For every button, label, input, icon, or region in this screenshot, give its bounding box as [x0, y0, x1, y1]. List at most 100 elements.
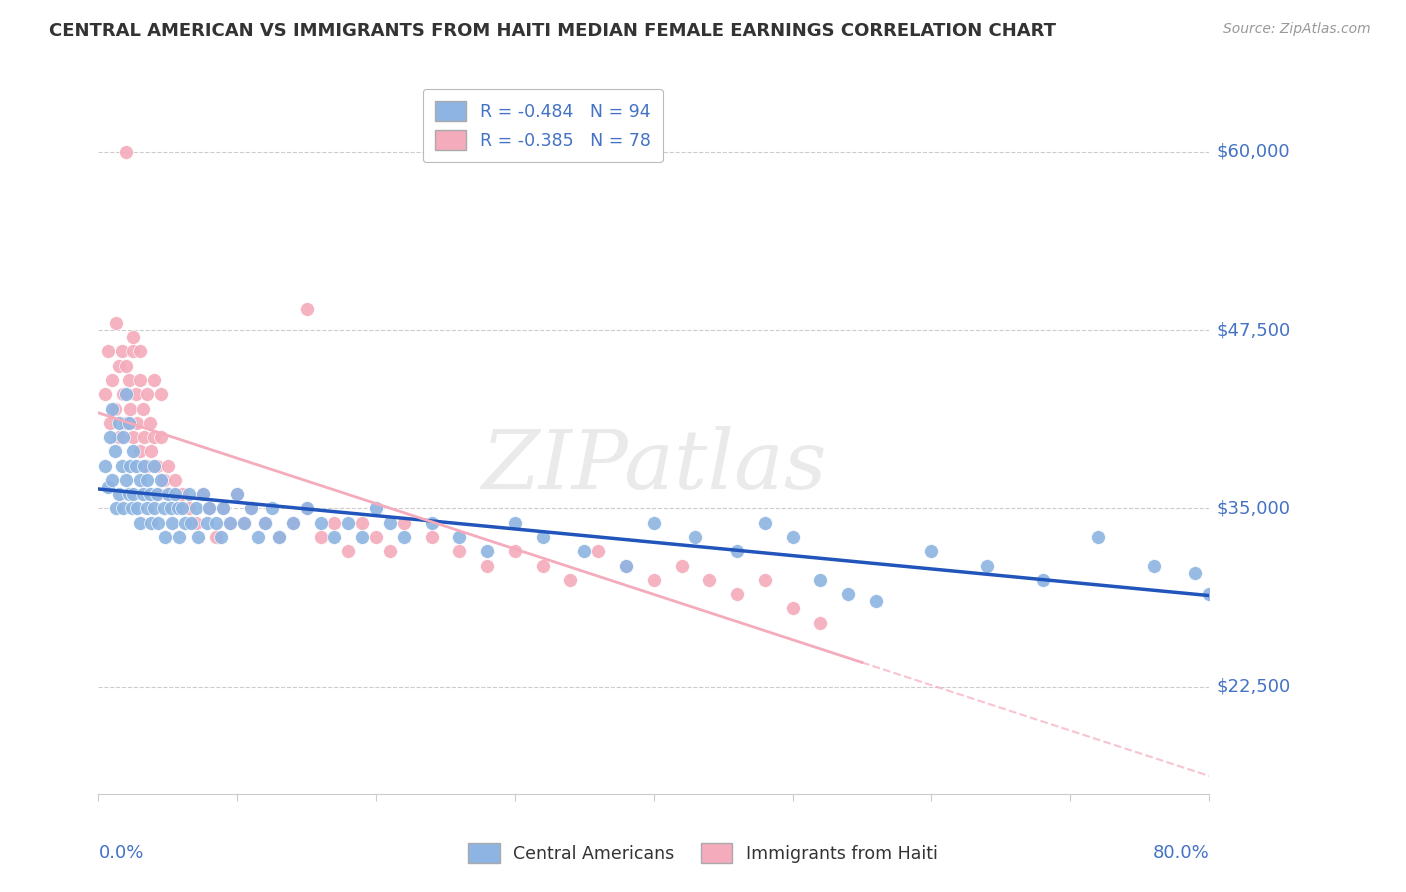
Point [125, 387, 148, 401]
Point [143, 430, 166, 444]
Point [167, 501, 190, 516]
Point [240, 501, 263, 516]
Point [1143, 558, 1166, 573]
Point [163, 473, 186, 487]
Point [699, 573, 721, 587]
Point [97, 480, 120, 494]
Point [420, 516, 443, 530]
Point [139, 416, 162, 430]
Point [671, 558, 693, 573]
Point [104, 444, 127, 458]
Point [195, 516, 218, 530]
Point [122, 330, 145, 344]
Point [127, 416, 149, 430]
Point [141, 444, 163, 458]
Point [122, 487, 145, 501]
Point [560, 573, 582, 587]
Point [392, 530, 415, 544]
Point [475, 558, 499, 573]
Point [177, 501, 200, 516]
Point [588, 544, 610, 558]
Point [212, 501, 235, 516]
Point [94, 387, 117, 401]
Point [253, 516, 276, 530]
Point [449, 544, 471, 558]
Point [810, 615, 832, 630]
Point [132, 487, 155, 501]
Legend: Central Americans, Immigrants from Haiti: Central Americans, Immigrants from Haiti [461, 836, 945, 870]
Point [782, 601, 804, 615]
Point [187, 530, 209, 544]
Point [323, 516, 346, 530]
Point [247, 530, 270, 544]
Point [378, 544, 401, 558]
Point [337, 544, 360, 558]
Point [531, 530, 554, 544]
Point [111, 344, 134, 359]
Point [115, 387, 138, 401]
Point [129, 444, 152, 458]
Point [198, 501, 221, 516]
Point [108, 487, 131, 501]
Text: 0.0%: 0.0% [98, 844, 143, 862]
Point [120, 458, 142, 473]
Point [129, 473, 152, 487]
Point [754, 573, 776, 587]
Point [127, 501, 149, 516]
Point [295, 301, 318, 316]
Point [366, 501, 388, 516]
Point [112, 430, 135, 444]
Point [141, 516, 163, 530]
Text: $47,500: $47,500 [1216, 321, 1291, 339]
Point [139, 487, 162, 501]
Point [101, 401, 124, 416]
Point [173, 516, 195, 530]
Point [143, 501, 166, 516]
Point [152, 473, 174, 487]
Point [184, 501, 207, 516]
Point [145, 458, 167, 473]
Point [1032, 573, 1054, 587]
Point [118, 416, 141, 430]
Point [226, 487, 249, 501]
Point [136, 473, 159, 487]
Point [685, 530, 707, 544]
Point [810, 573, 832, 587]
Point [143, 458, 166, 473]
Point [149, 473, 172, 487]
Point [233, 516, 256, 530]
Point [170, 487, 193, 501]
Text: $35,000: $35,000 [1216, 500, 1291, 517]
Point [614, 558, 637, 573]
Point [503, 516, 526, 530]
Point [1198, 587, 1220, 601]
Point [166, 501, 188, 516]
Point [118, 487, 141, 501]
Point [366, 530, 388, 544]
Point [153, 530, 176, 544]
Point [115, 359, 138, 373]
Point [449, 530, 471, 544]
Point [392, 516, 415, 530]
Point [98, 430, 121, 444]
Point [170, 501, 193, 516]
Point [167, 530, 190, 544]
Point [132, 401, 155, 416]
Point [754, 516, 776, 530]
Point [129, 373, 152, 387]
Point [267, 530, 290, 544]
Point [725, 544, 748, 558]
Point [145, 487, 167, 501]
Point [643, 573, 665, 587]
Point [260, 501, 283, 516]
Text: Source: ZipAtlas.com: Source: ZipAtlas.com [1223, 22, 1371, 37]
Point [226, 487, 249, 501]
Point [184, 516, 207, 530]
Point [865, 594, 887, 608]
Point [1184, 566, 1206, 580]
Point [149, 430, 172, 444]
Point [352, 516, 374, 530]
Point [136, 387, 159, 401]
Point [205, 530, 228, 544]
Point [643, 516, 665, 530]
